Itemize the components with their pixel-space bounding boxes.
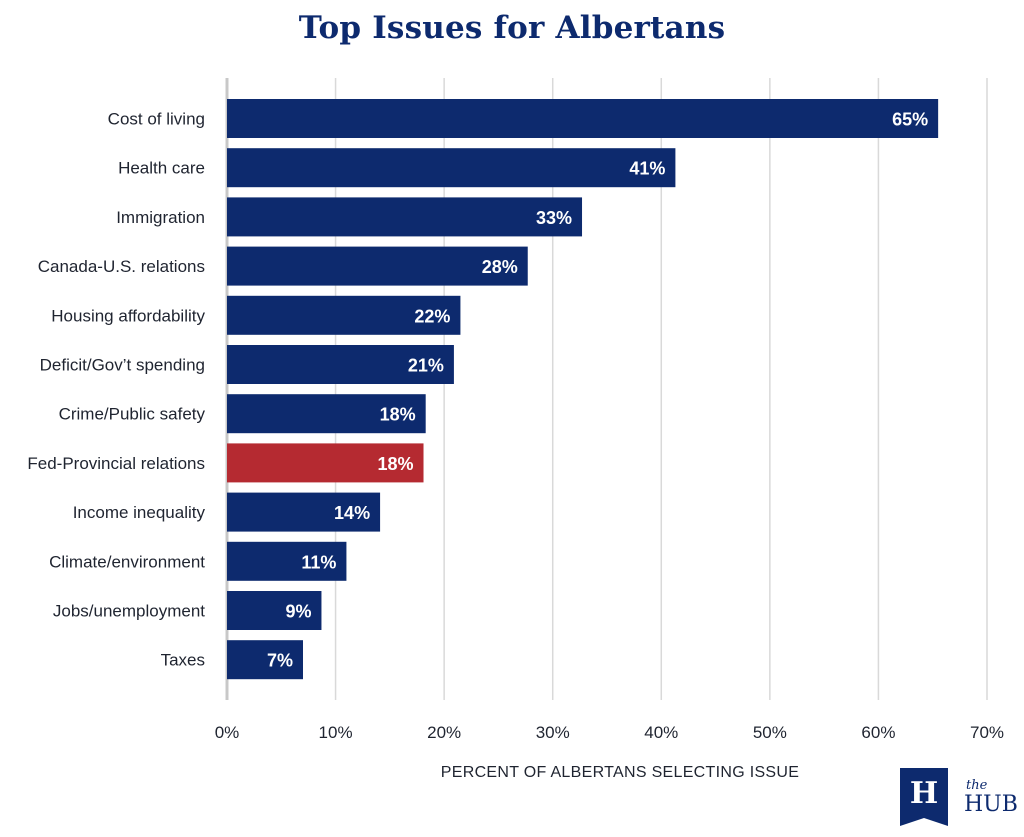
value-label: 22%: [414, 306, 450, 326]
bar: [227, 345, 454, 384]
bar: [227, 443, 424, 483]
bar: [227, 246, 528, 286]
logo-banner-icon: [900, 768, 948, 826]
value-label: 65%: [892, 110, 928, 130]
chart-title: Top Issues for Albertans: [298, 10, 726, 46]
x-tick-label: 10%: [319, 723, 353, 742]
value-label: 9%: [285, 602, 311, 622]
logo-hub-text: HUB: [964, 792, 1018, 817]
x-tick-label: 0%: [215, 723, 240, 742]
category-label: Income inequality: [73, 503, 206, 522]
category-label: Immigration: [116, 208, 205, 227]
bar: [227, 591, 322, 630]
bar: [227, 541, 347, 581]
x-axis-label: PERCENT OF ALBERTANS SELECTING ISSUE: [440, 764, 800, 781]
bar: [227, 295, 461, 335]
category-labels: Cost of living Health care Immigration Cana…: [27, 110, 205, 670]
bar: [227, 394, 426, 434]
x-tick-labels: 0% 10% 20% 30% 40% 50% 60% 70%: [215, 723, 1004, 742]
x-tick-label: 50%: [753, 723, 787, 742]
category-label: Fed-Provincial relations: [27, 454, 205, 473]
logo-the-text: the: [966, 778, 988, 793]
value-label: 41%: [629, 159, 665, 179]
bars: [227, 99, 939, 680]
bar-chart: Cost of living Health care Immigration Cana…: [27, 78, 1004, 742]
bar: [227, 197, 583, 237]
value-label: 11%: [301, 552, 336, 572]
bar: [227, 492, 381, 532]
category-label: Deficit/Gov’t spending: [40, 356, 205, 375]
category-label: Climate/environment: [49, 552, 205, 571]
x-tick-label: 40%: [644, 723, 678, 742]
x-tick-label: 70%: [970, 723, 1004, 742]
category-label: Jobs/unemployment: [53, 602, 205, 621]
category-label: Health care: [118, 159, 205, 178]
category-label: Crime/Public safety: [59, 405, 206, 424]
bar: [227, 99, 939, 138]
hub-logo: H the HUB: [900, 768, 1020, 828]
logo-mark: H: [909, 776, 939, 811]
value-label: 14%: [334, 503, 370, 523]
category-label: Housing affordability: [51, 306, 205, 325]
x-tick-label: 20%: [427, 723, 461, 742]
x-tick-label: 30%: [536, 723, 570, 742]
category-label: Cost of living: [108, 110, 205, 129]
value-label: 7%: [267, 651, 293, 671]
bar: [227, 640, 303, 680]
category-label: Canada-U.S. relations: [38, 257, 205, 276]
value-label: 28%: [482, 257, 518, 277]
value-label: 18%: [380, 405, 416, 425]
value-label: 33%: [536, 208, 572, 228]
category-label: Taxes: [161, 651, 205, 670]
value-label: 21%: [408, 356, 444, 376]
x-tick-label: 60%: [861, 723, 895, 742]
value-labels: 65% 41% 33% 28% 22% 21% 18% 18% 14% 11% 9% 7%: [267, 110, 928, 671]
bar: [227, 148, 676, 188]
value-label: 18%: [377, 454, 413, 474]
